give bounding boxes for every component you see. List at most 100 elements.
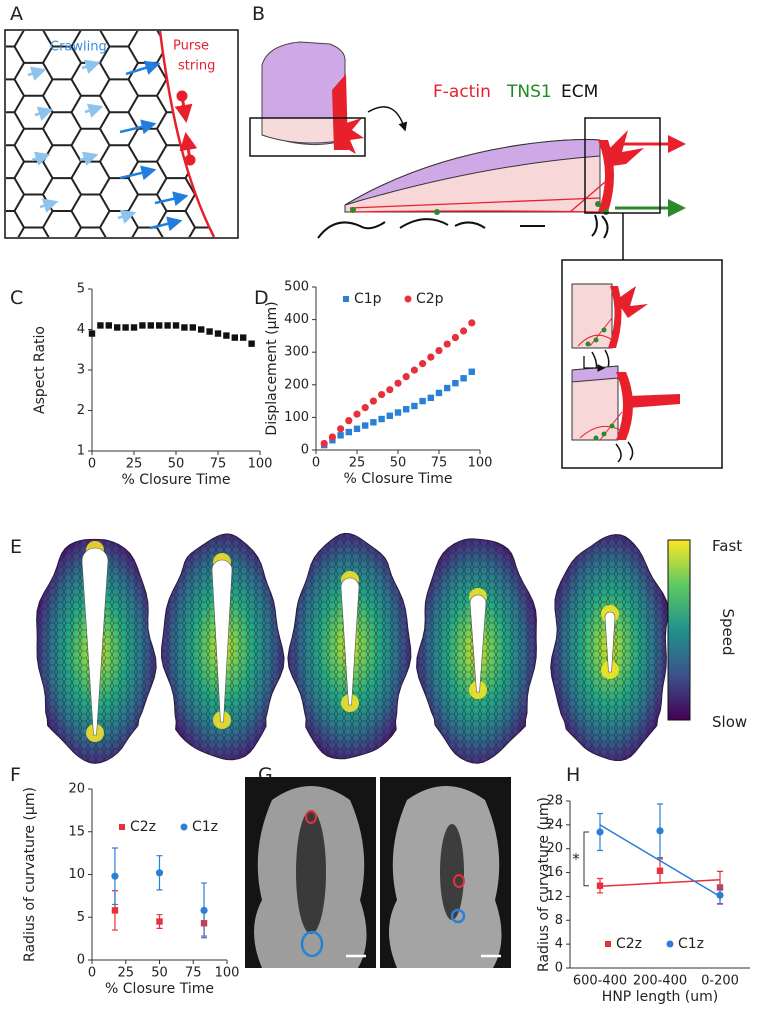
x-tick-label: 0 [88, 966, 96, 981]
y-tick-label: 16 [546, 865, 563, 880]
marker [88, 330, 96, 337]
marker [198, 326, 205, 333]
y-tick-label: 300 [284, 345, 309, 360]
y-tick-label: 5 [77, 910, 85, 925]
legend-label: F-actin [433, 82, 491, 102]
marker [337, 425, 345, 433]
marker [156, 322, 163, 329]
y-tick-label: 2 [77, 403, 85, 418]
opening [81, 547, 109, 736]
marker [189, 324, 196, 331]
marker [656, 827, 664, 835]
x-tick-label: 0 [312, 456, 320, 471]
marker [394, 379, 402, 387]
annotation: * [572, 850, 580, 868]
y-tick-label: 28 [546, 794, 563, 809]
marker [97, 322, 104, 329]
y-axis-label: Radius of curvature (μm) [22, 787, 38, 962]
marker [353, 425, 361, 433]
marker [411, 402, 418, 410]
legend-label: C1z [678, 936, 704, 952]
marker [378, 390, 386, 399]
marker [114, 324, 121, 331]
colorbar-label: Slow [712, 713, 747, 731]
marker [105, 322, 112, 329]
marker [223, 332, 230, 339]
marker [139, 322, 146, 329]
x-axis-label: HNP length (um) [602, 989, 718, 1005]
speed-maps [36, 532, 669, 764]
marker [596, 882, 604, 889]
crawling-diagram: Crawling Purse string [4, 29, 239, 239]
marker [320, 439, 328, 448]
legend-label: C2z [616, 936, 642, 952]
x-tick-label: 200-400 [633, 974, 687, 989]
marker [181, 324, 188, 331]
x-tick-label: 50 [390, 456, 407, 471]
x-tick-label: 75 [210, 457, 227, 472]
legend-item: C1z [666, 936, 704, 952]
marker [164, 322, 171, 329]
marker [427, 394, 434, 402]
marker [468, 319, 476, 327]
marker [435, 389, 443, 397]
marker [378, 415, 385, 423]
marker [460, 327, 468, 335]
legend-label: C1z [192, 819, 218, 835]
y-axis-label: Displacement (μm) [264, 301, 280, 435]
legend-label: C2p [416, 291, 444, 307]
marker [460, 375, 467, 382]
panel-label: C [10, 287, 23, 309]
y-tick-label: 4 [555, 937, 563, 952]
x-tick-label: 100 [248, 457, 273, 472]
y-tick-label: 20 [68, 782, 85, 797]
marker [596, 828, 604, 836]
marker [370, 419, 377, 426]
diagram-label: string [178, 59, 215, 74]
x-tick-label: 25 [126, 457, 143, 472]
marker [337, 432, 344, 439]
cell-mesh [6, 31, 214, 237]
legend-marker [180, 823, 188, 831]
y-tick-label: 100 [284, 410, 309, 425]
marker [214, 330, 222, 337]
opening [340, 577, 360, 706]
x-axis-label: % Closure Time [344, 471, 453, 487]
marker [111, 907, 119, 914]
x-tick-label: 100 [215, 966, 240, 981]
diagram-label: Crawling [50, 40, 107, 55]
marker [656, 867, 664, 874]
marker [353, 410, 361, 418]
marker [155, 869, 164, 877]
legend-label: C1p [354, 291, 382, 307]
y-axis-label: Radius of curvature (μm) [536, 797, 552, 972]
marker [468, 368, 475, 375]
y-tick-label: 24 [546, 817, 563, 832]
x-tick-label: 50 [168, 457, 185, 472]
marker [410, 366, 418, 374]
legend-label: ECM [561, 82, 598, 102]
colorbar-label: Fast [712, 537, 742, 555]
marker [443, 340, 451, 348]
legend-item: C2p [404, 291, 444, 307]
y-tick-label: 8 [555, 913, 563, 928]
x-axis-label: % Closure Time [122, 472, 231, 488]
marker [402, 373, 410, 381]
cell-diagram: F-actin TNS1 ECM [249, 41, 723, 469]
marker [248, 340, 255, 347]
x-tick-label: 75 [431, 456, 448, 471]
marker [361, 404, 369, 412]
y-tick-label: 15 [68, 824, 85, 839]
marker [200, 906, 208, 915]
x-tick-label: 50 [151, 966, 168, 981]
marker [172, 322, 180, 329]
legend-marker [605, 941, 611, 947]
significance-bracket [583, 831, 589, 887]
marker [111, 872, 119, 880]
panel-label: B [252, 3, 265, 25]
marker [419, 360, 427, 368]
trend-line [599, 824, 721, 898]
marker [394, 409, 402, 416]
